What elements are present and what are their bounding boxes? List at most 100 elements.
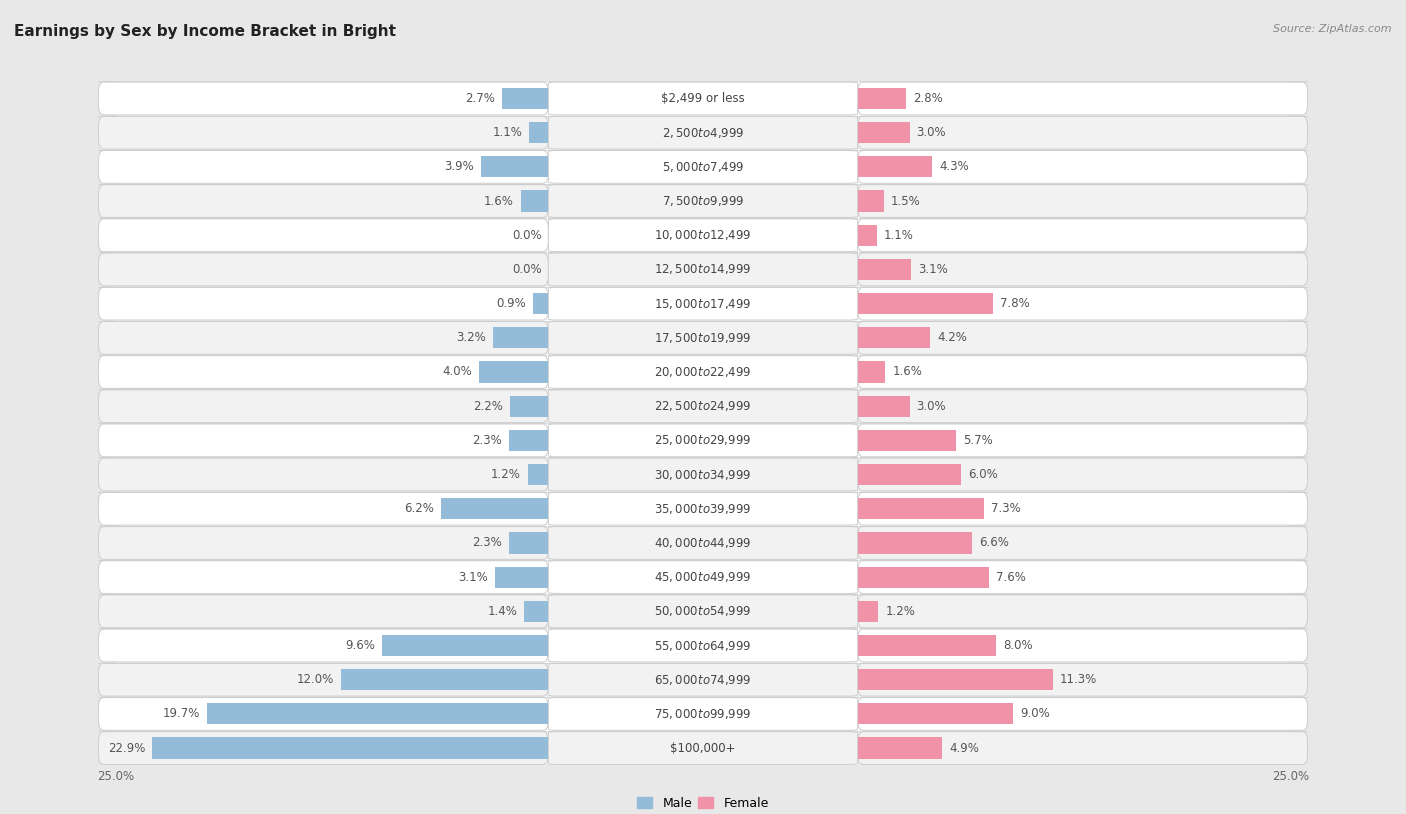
Text: 3.0%: 3.0% (917, 126, 946, 139)
Text: 6.0%: 6.0% (969, 468, 998, 481)
FancyBboxPatch shape (858, 594, 1291, 628)
FancyBboxPatch shape (98, 287, 548, 320)
FancyBboxPatch shape (858, 423, 1291, 457)
Bar (494, 327, 548, 348)
Bar (510, 396, 548, 417)
Text: 3.0%: 3.0% (917, 400, 946, 413)
FancyBboxPatch shape (548, 185, 858, 217)
Bar (858, 190, 883, 212)
Bar (524, 601, 548, 622)
FancyBboxPatch shape (858, 185, 1308, 217)
Text: 7.3%: 7.3% (991, 502, 1021, 515)
Bar (858, 737, 942, 759)
Text: 7.6%: 7.6% (995, 571, 1026, 584)
Bar (858, 225, 877, 246)
FancyBboxPatch shape (115, 560, 548, 594)
Bar (520, 190, 548, 212)
Text: 22.9%: 22.9% (108, 742, 145, 755)
FancyBboxPatch shape (98, 732, 548, 764)
Bar (858, 567, 990, 588)
FancyBboxPatch shape (548, 116, 858, 149)
Bar (509, 430, 548, 451)
Text: 3.9%: 3.9% (444, 160, 474, 173)
Text: 2.3%: 2.3% (472, 434, 502, 447)
Bar (858, 464, 962, 485)
Text: 0.0%: 0.0% (512, 263, 541, 276)
Text: 4.0%: 4.0% (443, 365, 472, 379)
Bar (340, 669, 548, 690)
FancyBboxPatch shape (548, 732, 858, 764)
FancyBboxPatch shape (548, 151, 858, 183)
Bar (509, 532, 548, 554)
FancyBboxPatch shape (858, 561, 1308, 593)
FancyBboxPatch shape (115, 355, 548, 389)
Bar (858, 361, 886, 383)
FancyBboxPatch shape (98, 424, 548, 457)
FancyBboxPatch shape (548, 150, 858, 184)
FancyBboxPatch shape (115, 492, 548, 526)
Text: 1.2%: 1.2% (886, 605, 915, 618)
FancyBboxPatch shape (858, 595, 1308, 628)
Text: $10,000 to $12,499: $10,000 to $12,499 (654, 228, 752, 243)
Bar (858, 293, 993, 314)
FancyBboxPatch shape (98, 151, 548, 183)
FancyBboxPatch shape (858, 663, 1308, 696)
Text: 0.0%: 0.0% (512, 229, 541, 242)
FancyBboxPatch shape (858, 492, 1308, 525)
Text: $65,000 to $74,999: $65,000 to $74,999 (654, 672, 752, 687)
Bar (858, 669, 1053, 690)
FancyBboxPatch shape (548, 390, 858, 422)
Text: 1.2%: 1.2% (491, 468, 520, 481)
FancyBboxPatch shape (858, 424, 1308, 457)
FancyBboxPatch shape (115, 526, 548, 560)
Text: 6.2%: 6.2% (405, 502, 434, 515)
Bar (858, 259, 911, 280)
Text: 4.2%: 4.2% (938, 331, 967, 344)
FancyBboxPatch shape (548, 389, 858, 423)
FancyBboxPatch shape (98, 390, 548, 422)
FancyBboxPatch shape (858, 218, 1291, 252)
Bar (533, 293, 548, 314)
Text: $15,000 to $17,499: $15,000 to $17,499 (654, 296, 752, 311)
FancyBboxPatch shape (98, 527, 548, 559)
FancyBboxPatch shape (98, 322, 548, 354)
Text: $20,000 to $22,499: $20,000 to $22,499 (654, 365, 752, 379)
Text: 19.7%: 19.7% (163, 707, 201, 720)
FancyBboxPatch shape (858, 457, 1291, 492)
Text: Source: ZipAtlas.com: Source: ZipAtlas.com (1274, 24, 1392, 34)
Text: 3.1%: 3.1% (918, 263, 948, 276)
FancyBboxPatch shape (548, 287, 858, 320)
FancyBboxPatch shape (548, 423, 858, 457)
FancyBboxPatch shape (548, 287, 858, 321)
Text: $50,000 to $54,999: $50,000 to $54,999 (654, 604, 752, 619)
FancyBboxPatch shape (548, 458, 858, 491)
FancyBboxPatch shape (858, 390, 1308, 422)
FancyBboxPatch shape (548, 253, 858, 286)
FancyBboxPatch shape (858, 253, 1308, 286)
FancyBboxPatch shape (115, 594, 548, 628)
FancyBboxPatch shape (858, 389, 1291, 423)
Text: $17,500 to $19,999: $17,500 to $19,999 (654, 330, 752, 345)
FancyBboxPatch shape (548, 560, 858, 594)
FancyBboxPatch shape (115, 218, 548, 252)
Bar (858, 601, 879, 622)
FancyBboxPatch shape (858, 731, 1291, 765)
FancyBboxPatch shape (548, 526, 858, 560)
FancyBboxPatch shape (548, 561, 858, 593)
Text: Earnings by Sex by Income Bracket in Bright: Earnings by Sex by Income Bracket in Bri… (14, 24, 396, 39)
Bar (858, 430, 956, 451)
Text: $2,500 to $4,999: $2,500 to $4,999 (662, 125, 744, 140)
FancyBboxPatch shape (98, 185, 548, 217)
Text: 4.3%: 4.3% (939, 160, 969, 173)
Text: $40,000 to $44,999: $40,000 to $44,999 (654, 536, 752, 550)
FancyBboxPatch shape (548, 697, 858, 731)
FancyBboxPatch shape (115, 423, 548, 457)
Bar (495, 567, 548, 588)
Text: $45,000 to $49,999: $45,000 to $49,999 (654, 570, 752, 584)
FancyBboxPatch shape (548, 663, 858, 697)
FancyBboxPatch shape (548, 527, 858, 559)
FancyBboxPatch shape (98, 629, 548, 662)
FancyBboxPatch shape (548, 322, 858, 354)
Text: 9.0%: 9.0% (1021, 707, 1050, 720)
Text: $12,500 to $14,999: $12,500 to $14,999 (654, 262, 752, 277)
